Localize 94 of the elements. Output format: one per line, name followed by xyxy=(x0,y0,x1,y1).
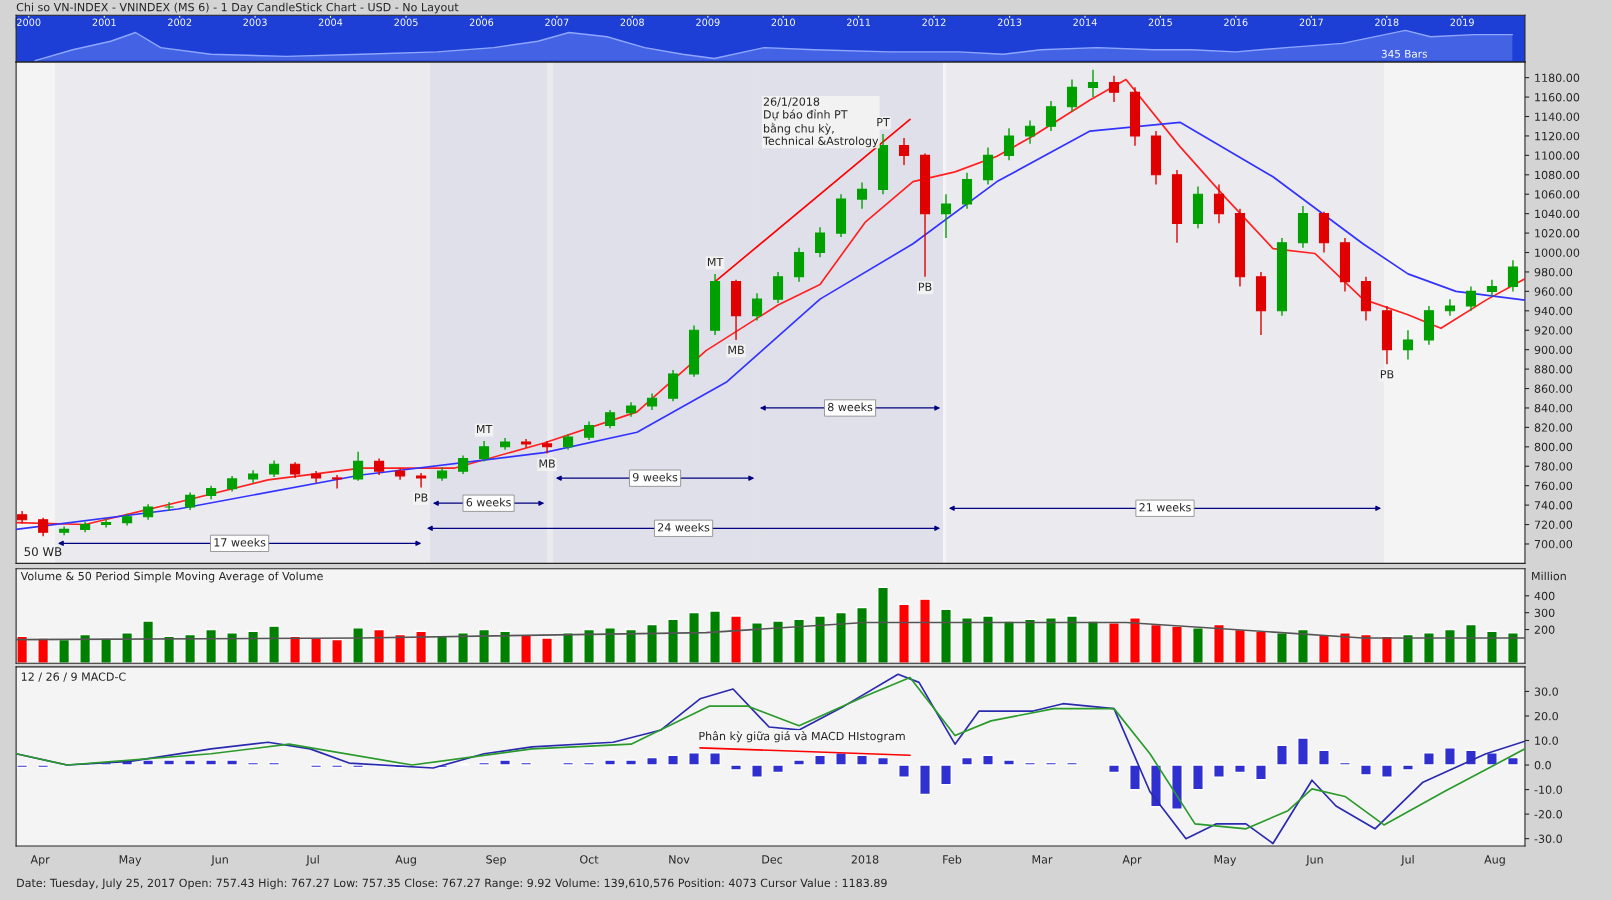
chart-title: 12 / 26 / 9 MACD-C xyxy=(21,672,126,682)
x-tick-label: Feb xyxy=(943,855,962,864)
annotation: MT xyxy=(476,425,493,434)
y-tick-label: 720.00 xyxy=(1534,520,1573,529)
y-tick-label: 400 xyxy=(1534,591,1555,601)
annotation: 50 WB xyxy=(24,547,62,557)
y-axis-title: Million xyxy=(1532,571,1566,581)
band-label: 21 weeks xyxy=(1139,502,1191,512)
annotation: MB xyxy=(539,459,555,468)
chart-title: Volume & 50 Period Simple Moving Average of Volume xyxy=(20,571,323,583)
annotation: Phân kỳ giữa giá và MACD HIstogram xyxy=(699,731,905,743)
y-tick-label: 820.00 xyxy=(1534,423,1573,432)
y-tick-label: 860.00 xyxy=(1534,384,1573,393)
x-tick-label: 2008 xyxy=(620,18,644,26)
x-tick-label: 2006 xyxy=(469,18,494,26)
x-tick-label: 2018 xyxy=(1375,18,1399,26)
x-tick-label: May xyxy=(1214,855,1237,866)
x-tick-label: Aug xyxy=(395,855,416,866)
y-tick-label: -30.0 xyxy=(1534,834,1562,844)
y-tick-label: 0.0 xyxy=(1534,761,1551,770)
y-tick-label: 980.00 xyxy=(1534,267,1573,277)
y-tick-label: 10.0 xyxy=(1535,736,1558,745)
x-tick-label: 2010 xyxy=(771,18,795,26)
band-label: 17 weeks xyxy=(214,537,266,547)
y-tick-label: 1160.00 xyxy=(1535,93,1580,102)
y-tick-label: 300 xyxy=(1534,608,1555,618)
annotation: PB xyxy=(918,282,932,291)
y-tick-label: 1100.00 xyxy=(1535,151,1580,160)
annotation: PB xyxy=(415,493,428,502)
x-tick-label: 2003 xyxy=(243,18,267,26)
y-tick-label: 960.00 xyxy=(1534,287,1573,296)
y-tick-label: 1120.00 xyxy=(1535,131,1580,141)
x-tick-label: 2007 xyxy=(545,18,569,26)
y-tick-label: 1140.00 xyxy=(1535,112,1580,121)
x-tick-label: Sep xyxy=(486,855,506,866)
band-label: 6 weeks xyxy=(466,497,511,507)
x-tick-label: Nov xyxy=(669,855,690,864)
x-tick-label: Apr xyxy=(30,855,50,866)
x-tick-label: 2013 xyxy=(997,18,1022,26)
text: Date: Tuesday, July 25, 2017 Open: 757.43 High: 767.27 Low: 757.35 Close: 767.27 Range: 9.92 Volume: 139,610,576 Position: 4073 Cursor Value : 1183.89 xyxy=(17,878,887,890)
annotation: MT xyxy=(707,257,724,267)
x-tick-label: Apr xyxy=(1122,855,1142,866)
y-tick-label: 20.0 xyxy=(1534,711,1558,721)
y-tick-label: 1080.00 xyxy=(1535,170,1580,180)
x-tick-label: Jul xyxy=(1400,855,1414,866)
x-tick-label: 2002 xyxy=(168,18,192,26)
y-tick-label: 1020.00 xyxy=(1535,229,1580,238)
x-tick-label: 2015 xyxy=(1148,18,1172,26)
x-tick-label: 2009 xyxy=(696,18,720,26)
x-tick-label: 2018 xyxy=(851,855,879,864)
band-label: 8 weeks xyxy=(827,402,873,412)
x-tick-label: 2011 xyxy=(846,18,871,26)
x-tick-label: May xyxy=(119,855,142,866)
band-label: 9 weeks xyxy=(632,472,678,482)
x-tick-label: Aug xyxy=(1484,855,1505,866)
x-tick-label: 2012 xyxy=(922,18,946,26)
y-tick-label: 1060.00 xyxy=(1535,190,1580,199)
x-tick-label: 2016 xyxy=(1224,18,1248,26)
x-tick-label: Oct xyxy=(580,855,599,864)
y-tick-label: 880.00 xyxy=(1534,365,1573,374)
annotation: PT xyxy=(877,118,890,127)
x-tick-label: Jul xyxy=(305,855,319,866)
annotation: 345 Bars xyxy=(1381,49,1427,58)
y-tick-label: 700.00 xyxy=(1534,539,1573,549)
x-tick-label: Jun xyxy=(1305,855,1323,866)
y-tick-label: 920.00 xyxy=(1534,326,1573,335)
y-tick-label: 1000.00 xyxy=(1535,248,1580,257)
y-tick-label: 940.00 xyxy=(1534,306,1573,316)
x-tick-label: 2005 xyxy=(394,18,418,26)
x-tick-label: Jun xyxy=(210,855,228,866)
y-tick-label: 740.00 xyxy=(1534,501,1573,510)
x-tick-label: 2019 xyxy=(1450,18,1474,26)
x-tick-label: Mar xyxy=(1032,855,1053,864)
x-tick-label: 2004 xyxy=(318,18,343,26)
y-tick-label: 840.00 xyxy=(1534,403,1573,413)
y-tick-label: 1180.00 xyxy=(1535,73,1580,83)
band-label: 24 weeks xyxy=(658,522,710,532)
annotation: MB xyxy=(728,345,744,354)
y-tick-label: -10.0 xyxy=(1534,785,1562,794)
x-tick-label: 2014 xyxy=(1073,18,1097,26)
y-tick-label: 780.00 xyxy=(1534,462,1573,471)
y-tick-label: 900.00 xyxy=(1534,345,1573,355)
x-tick-label: 2000 xyxy=(17,18,41,26)
chart-title: Chi so VN-INDEX - VNINDEX (MS 6) - 1 Day CandleStick Chart - USD - No Layout xyxy=(16,2,459,14)
x-tick-label: 2001 xyxy=(92,18,116,26)
x-tick-label: 2017 xyxy=(1299,18,1323,26)
annotation: PB xyxy=(1380,370,1394,379)
y-tick-label: 760.00 xyxy=(1534,481,1573,491)
x-tick-label: Dec xyxy=(762,855,783,864)
y-tick-label: -20.0 xyxy=(1534,810,1562,819)
y-tick-label: 1040.00 xyxy=(1535,209,1580,219)
y-tick-label: 30.0 xyxy=(1534,687,1558,696)
y-tick-label: 200 xyxy=(1534,625,1555,634)
y-tick-label: 800.00 xyxy=(1534,442,1573,452)
